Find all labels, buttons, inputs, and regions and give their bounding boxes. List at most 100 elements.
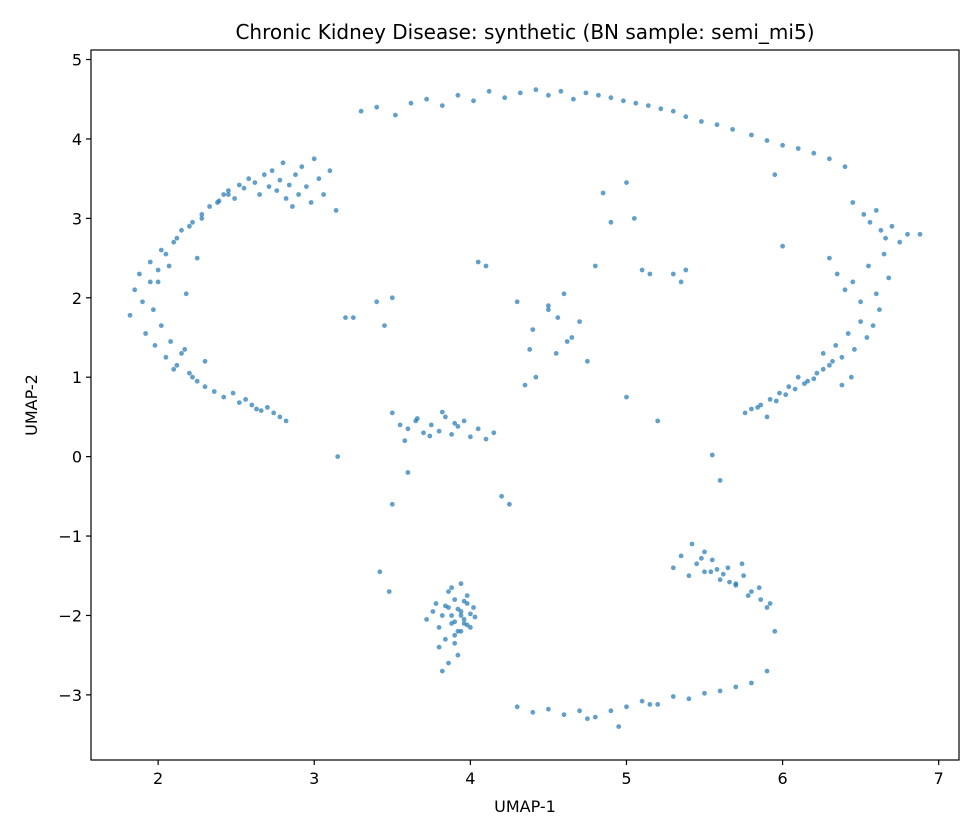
data-point	[452, 420, 458, 426]
data-point	[764, 414, 770, 420]
data-point	[439, 613, 445, 618]
y-tick-label: −2	[58, 606, 82, 625]
data-point	[827, 255, 832, 261]
data-point	[561, 712, 567, 718]
data-point	[758, 597, 764, 602]
data-point	[190, 374, 195, 380]
data-point	[767, 601, 773, 606]
data-point	[446, 660, 451, 666]
data-point	[296, 192, 301, 197]
data-point	[168, 339, 174, 344]
data-point	[436, 644, 442, 650]
data-point	[252, 180, 258, 186]
data-point	[405, 426, 411, 432]
data-point	[147, 279, 153, 285]
data-point	[616, 724, 622, 729]
data-point	[428, 422, 434, 428]
data-point	[182, 347, 188, 352]
data-point	[405, 470, 411, 475]
data-point	[277, 414, 283, 420]
data-point	[546, 307, 551, 313]
data-point	[283, 418, 289, 424]
data-point	[714, 567, 720, 572]
data-point	[756, 585, 762, 591]
data-point	[132, 287, 138, 293]
data-point	[883, 235, 888, 241]
data-point	[147, 259, 153, 265]
data-point	[461, 598, 467, 604]
data-point	[683, 114, 689, 120]
data-point	[271, 410, 277, 416]
data-point	[464, 593, 470, 598]
data-point	[335, 454, 341, 459]
data-point	[452, 632, 458, 638]
data-point	[163, 354, 169, 360]
data-point	[455, 652, 461, 658]
data-point	[569, 335, 575, 340]
data-point	[374, 104, 380, 110]
y-tick-label: −1	[58, 527, 82, 546]
x-tick-label: 6	[777, 769, 787, 788]
data-point	[725, 565, 731, 571]
data-point	[670, 108, 676, 114]
data-point	[266, 184, 272, 190]
data-point	[858, 299, 863, 305]
x-tick-label: 2	[153, 769, 163, 788]
data-point	[464, 622, 470, 628]
data-point	[709, 557, 715, 563]
data-point	[645, 103, 651, 108]
data-point	[720, 571, 726, 577]
data-point	[699, 555, 704, 561]
data-point	[600, 190, 606, 196]
data-point	[749, 406, 754, 412]
data-point	[226, 188, 231, 194]
x-tick-label: 7	[934, 769, 944, 788]
data-point	[254, 406, 259, 412]
data-point	[845, 331, 851, 336]
data-point	[421, 430, 426, 436]
data-point	[577, 319, 582, 324]
data-point	[174, 362, 180, 368]
data-point	[187, 223, 192, 229]
data-point	[839, 354, 845, 360]
data-point	[621, 98, 626, 104]
data-point	[742, 410, 748, 416]
y-tick-label: 5	[72, 51, 82, 70]
data-point	[702, 549, 707, 555]
data-point	[864, 335, 870, 340]
data-point	[749, 589, 754, 594]
data-point	[179, 351, 184, 356]
data-point	[717, 688, 723, 694]
data-point	[327, 168, 333, 174]
data-point	[452, 619, 458, 625]
chart-title: Chronic Kidney Disease: synthetic (BN sa…	[235, 20, 814, 44]
data-point	[389, 501, 395, 507]
data-point	[795, 146, 801, 151]
data-point	[689, 541, 695, 547]
data-point	[555, 315, 561, 320]
data-point	[608, 95, 614, 101]
data-point	[472, 614, 478, 620]
data-point	[194, 255, 200, 261]
data-point	[449, 432, 454, 437]
data-point	[274, 188, 280, 194]
data-point	[377, 569, 383, 575]
data-point	[755, 405, 760, 410]
data-point	[443, 603, 448, 609]
data-point	[889, 223, 895, 229]
data-point	[777, 390, 782, 396]
data-point	[517, 90, 523, 96]
data-point	[393, 112, 398, 118]
data-point	[455, 606, 461, 612]
data-point	[553, 351, 559, 356]
data-point	[230, 390, 236, 396]
data-point	[449, 585, 454, 591]
data-point	[624, 180, 629, 186]
data-point	[202, 384, 208, 390]
data-point	[471, 605, 476, 610]
data-point	[783, 392, 789, 398]
data-point	[215, 200, 220, 205]
data-point	[333, 208, 339, 213]
data-point	[158, 323, 164, 328]
data-point	[293, 172, 298, 178]
